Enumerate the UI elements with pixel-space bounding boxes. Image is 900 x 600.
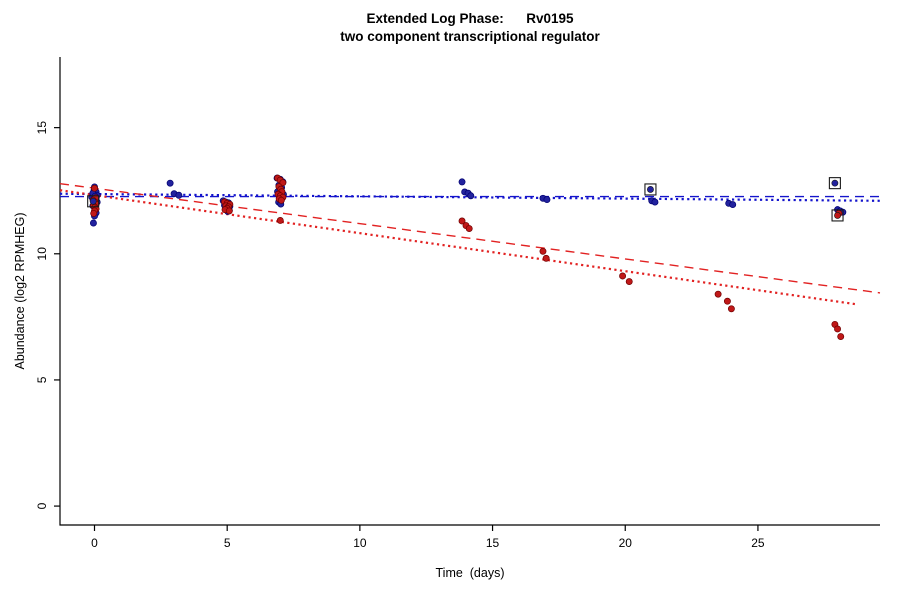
data-point-condition-red — [542, 254, 550, 262]
data-point-condition-blue — [651, 198, 659, 206]
data-point-condition-blue — [729, 201, 737, 209]
x-tick-label: 10 — [353, 536, 367, 550]
y-tick-label: 0 — [35, 502, 49, 509]
data-point-condition-red — [539, 247, 547, 255]
data-point-condition-blue — [467, 192, 475, 200]
data-point-condition-blue — [166, 179, 174, 187]
data-point-condition-red — [714, 290, 722, 298]
data-point-condition-blue — [458, 178, 466, 186]
data-point-condition-red — [91, 184, 98, 192]
data-point-condition-red — [837, 333, 845, 340]
data-point-condition-red — [625, 278, 633, 285]
data-point-condition-red — [90, 209, 98, 217]
y-axis-label: Abundance (log2 RPMHEG) — [13, 212, 27, 370]
axis-lines — [59, 57, 880, 526]
highlight-box-marker — [828, 177, 841, 190]
highlight-box-marker — [644, 183, 657, 196]
red-dashed-trend — [59, 182, 881, 294]
x-axis-label: Time (days) — [435, 566, 505, 580]
x-tick-label: 5 — [224, 536, 231, 550]
data-point-condition-blue — [89, 219, 97, 227]
data-point-condition-red — [458, 217, 466, 225]
chart-subtitle: two component transcriptional regulator — [340, 29, 600, 44]
x-tick-label: 0 — [91, 536, 98, 550]
x-tick-label: 15 — [486, 536, 500, 550]
data-point-condition-red — [465, 225, 473, 233]
data-point-condition-red — [834, 325, 841, 333]
y-tick-label: 10 — [35, 247, 49, 261]
highlighted-data-point — [834, 212, 841, 219]
chart-title-block: Extended Log Phase: Rv0195 two component… — [60, 10, 880, 46]
x-tick-label: 20 — [619, 536, 633, 550]
data-point-condition-red — [277, 196, 285, 204]
highlight-box-marker — [87, 195, 100, 208]
data-point-condition-blue — [175, 191, 183, 199]
data-point-condition-red — [225, 207, 233, 215]
data-point-condition-blue — [543, 196, 551, 203]
chart-title: Extended Log Phase: Rv0195 — [366, 11, 574, 26]
data-point-condition-red — [619, 272, 627, 280]
y-tick-label: 5 — [35, 376, 49, 383]
highlighted-data-point — [89, 197, 97, 205]
highlighted-data-point — [647, 186, 654, 193]
x-tick-label: 25 — [751, 536, 765, 550]
highlighted-data-point — [831, 179, 839, 187]
y-tick-label: 15 — [35, 121, 49, 135]
data-point-condition-red — [276, 217, 284, 224]
highlight-box-marker — [831, 209, 844, 222]
data-point-condition-red — [279, 179, 287, 187]
data-point-condition-red — [727, 305, 735, 313]
data-point-condition-red — [723, 297, 731, 305]
red-dotted-trend — [59, 189, 857, 306]
